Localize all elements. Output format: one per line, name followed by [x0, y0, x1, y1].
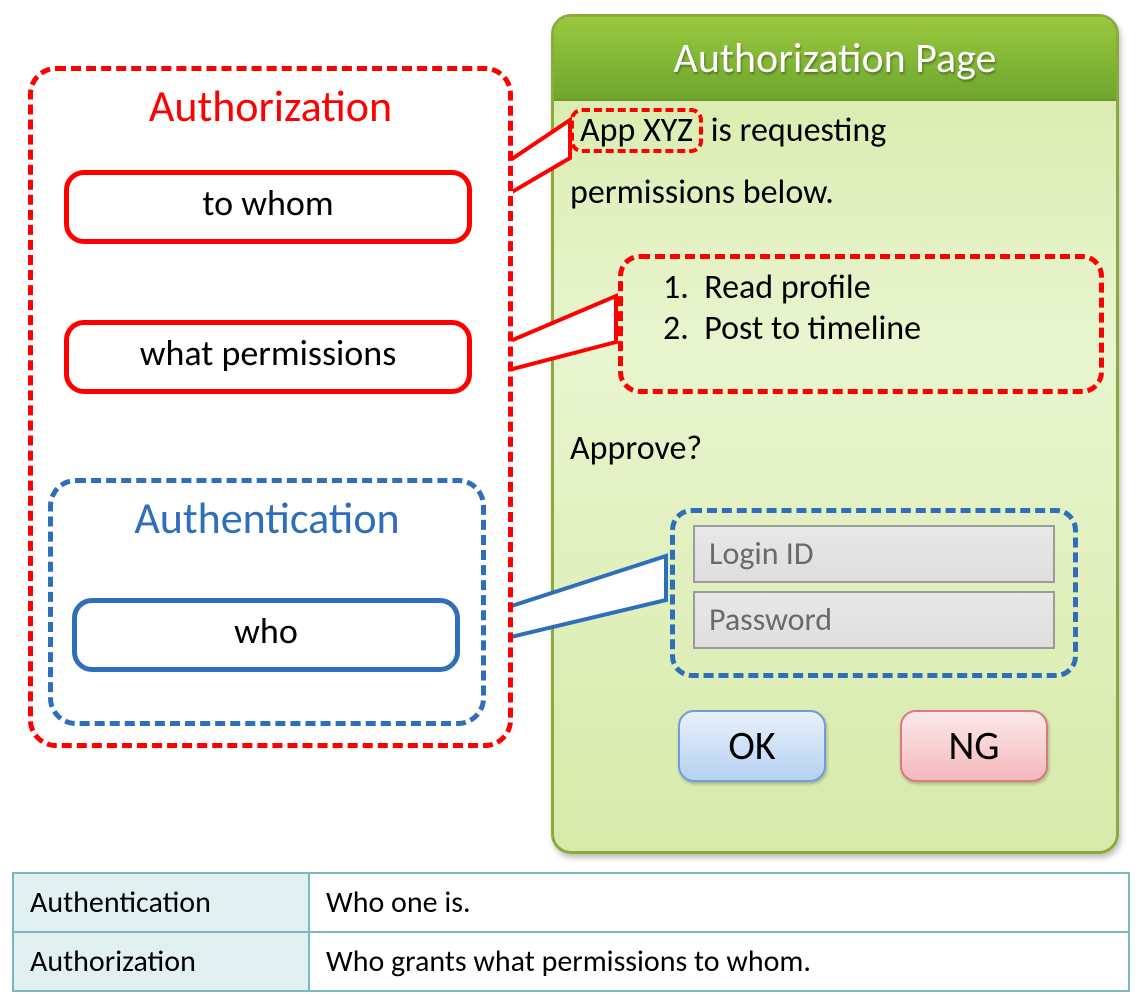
authorization-title-text: Authorization — [149, 79, 392, 133]
app-name-highlight: App XYZ — [570, 108, 703, 153]
permissions-box: 1. Read profile 2. Post to timeline — [618, 254, 1104, 394]
permission-item: 1. Read profile — [663, 267, 1079, 308]
pill-to-whom: to whom — [64, 170, 472, 244]
ng-button[interactable]: NG — [900, 710, 1048, 782]
authentication-title-text: Authentication — [134, 491, 399, 545]
permission-number: 1. — [663, 267, 704, 308]
ok-button[interactable]: OK — [678, 710, 826, 782]
permission-number: 2. — [663, 308, 704, 349]
permission-text: Post to timeline — [704, 308, 921, 349]
authentication-title: Authentication — [53, 491, 481, 545]
permission-item: 2. Post to timeline — [663, 308, 1079, 349]
request-line-1: App XYZ is requesting — [570, 108, 886, 153]
approve-question: Approve? — [570, 428, 702, 469]
table-row: Authentication Who one is. — [13, 873, 1129, 932]
permission-text: Read profile — [704, 267, 870, 308]
def-cell: Who grants what permissions to whom. — [309, 932, 1129, 991]
pill-what-permissions: what permissions — [64, 320, 472, 394]
request-suffix: is requesting — [703, 110, 886, 151]
authorization-title: Authorization — [33, 79, 508, 133]
page-header: Authorization Page — [554, 17, 1116, 101]
definitions-table: Authentication Who one is. Authorization… — [12, 872, 1130, 992]
login-id-field[interactable]: Login ID — [693, 525, 1055, 583]
page-header-title: Authorization Page — [674, 33, 997, 84]
table-row: Authorization Who grants what permission… — [13, 932, 1129, 991]
def-cell: Who one is. — [309, 873, 1129, 932]
term-cell: Authentication — [13, 873, 309, 932]
pill-who: who — [72, 598, 460, 672]
password-field[interactable]: Password — [693, 591, 1055, 649]
request-line-2: permissions below. — [570, 172, 834, 213]
login-box: Login ID Password — [670, 508, 1078, 678]
term-cell: Authorization — [13, 932, 309, 991]
